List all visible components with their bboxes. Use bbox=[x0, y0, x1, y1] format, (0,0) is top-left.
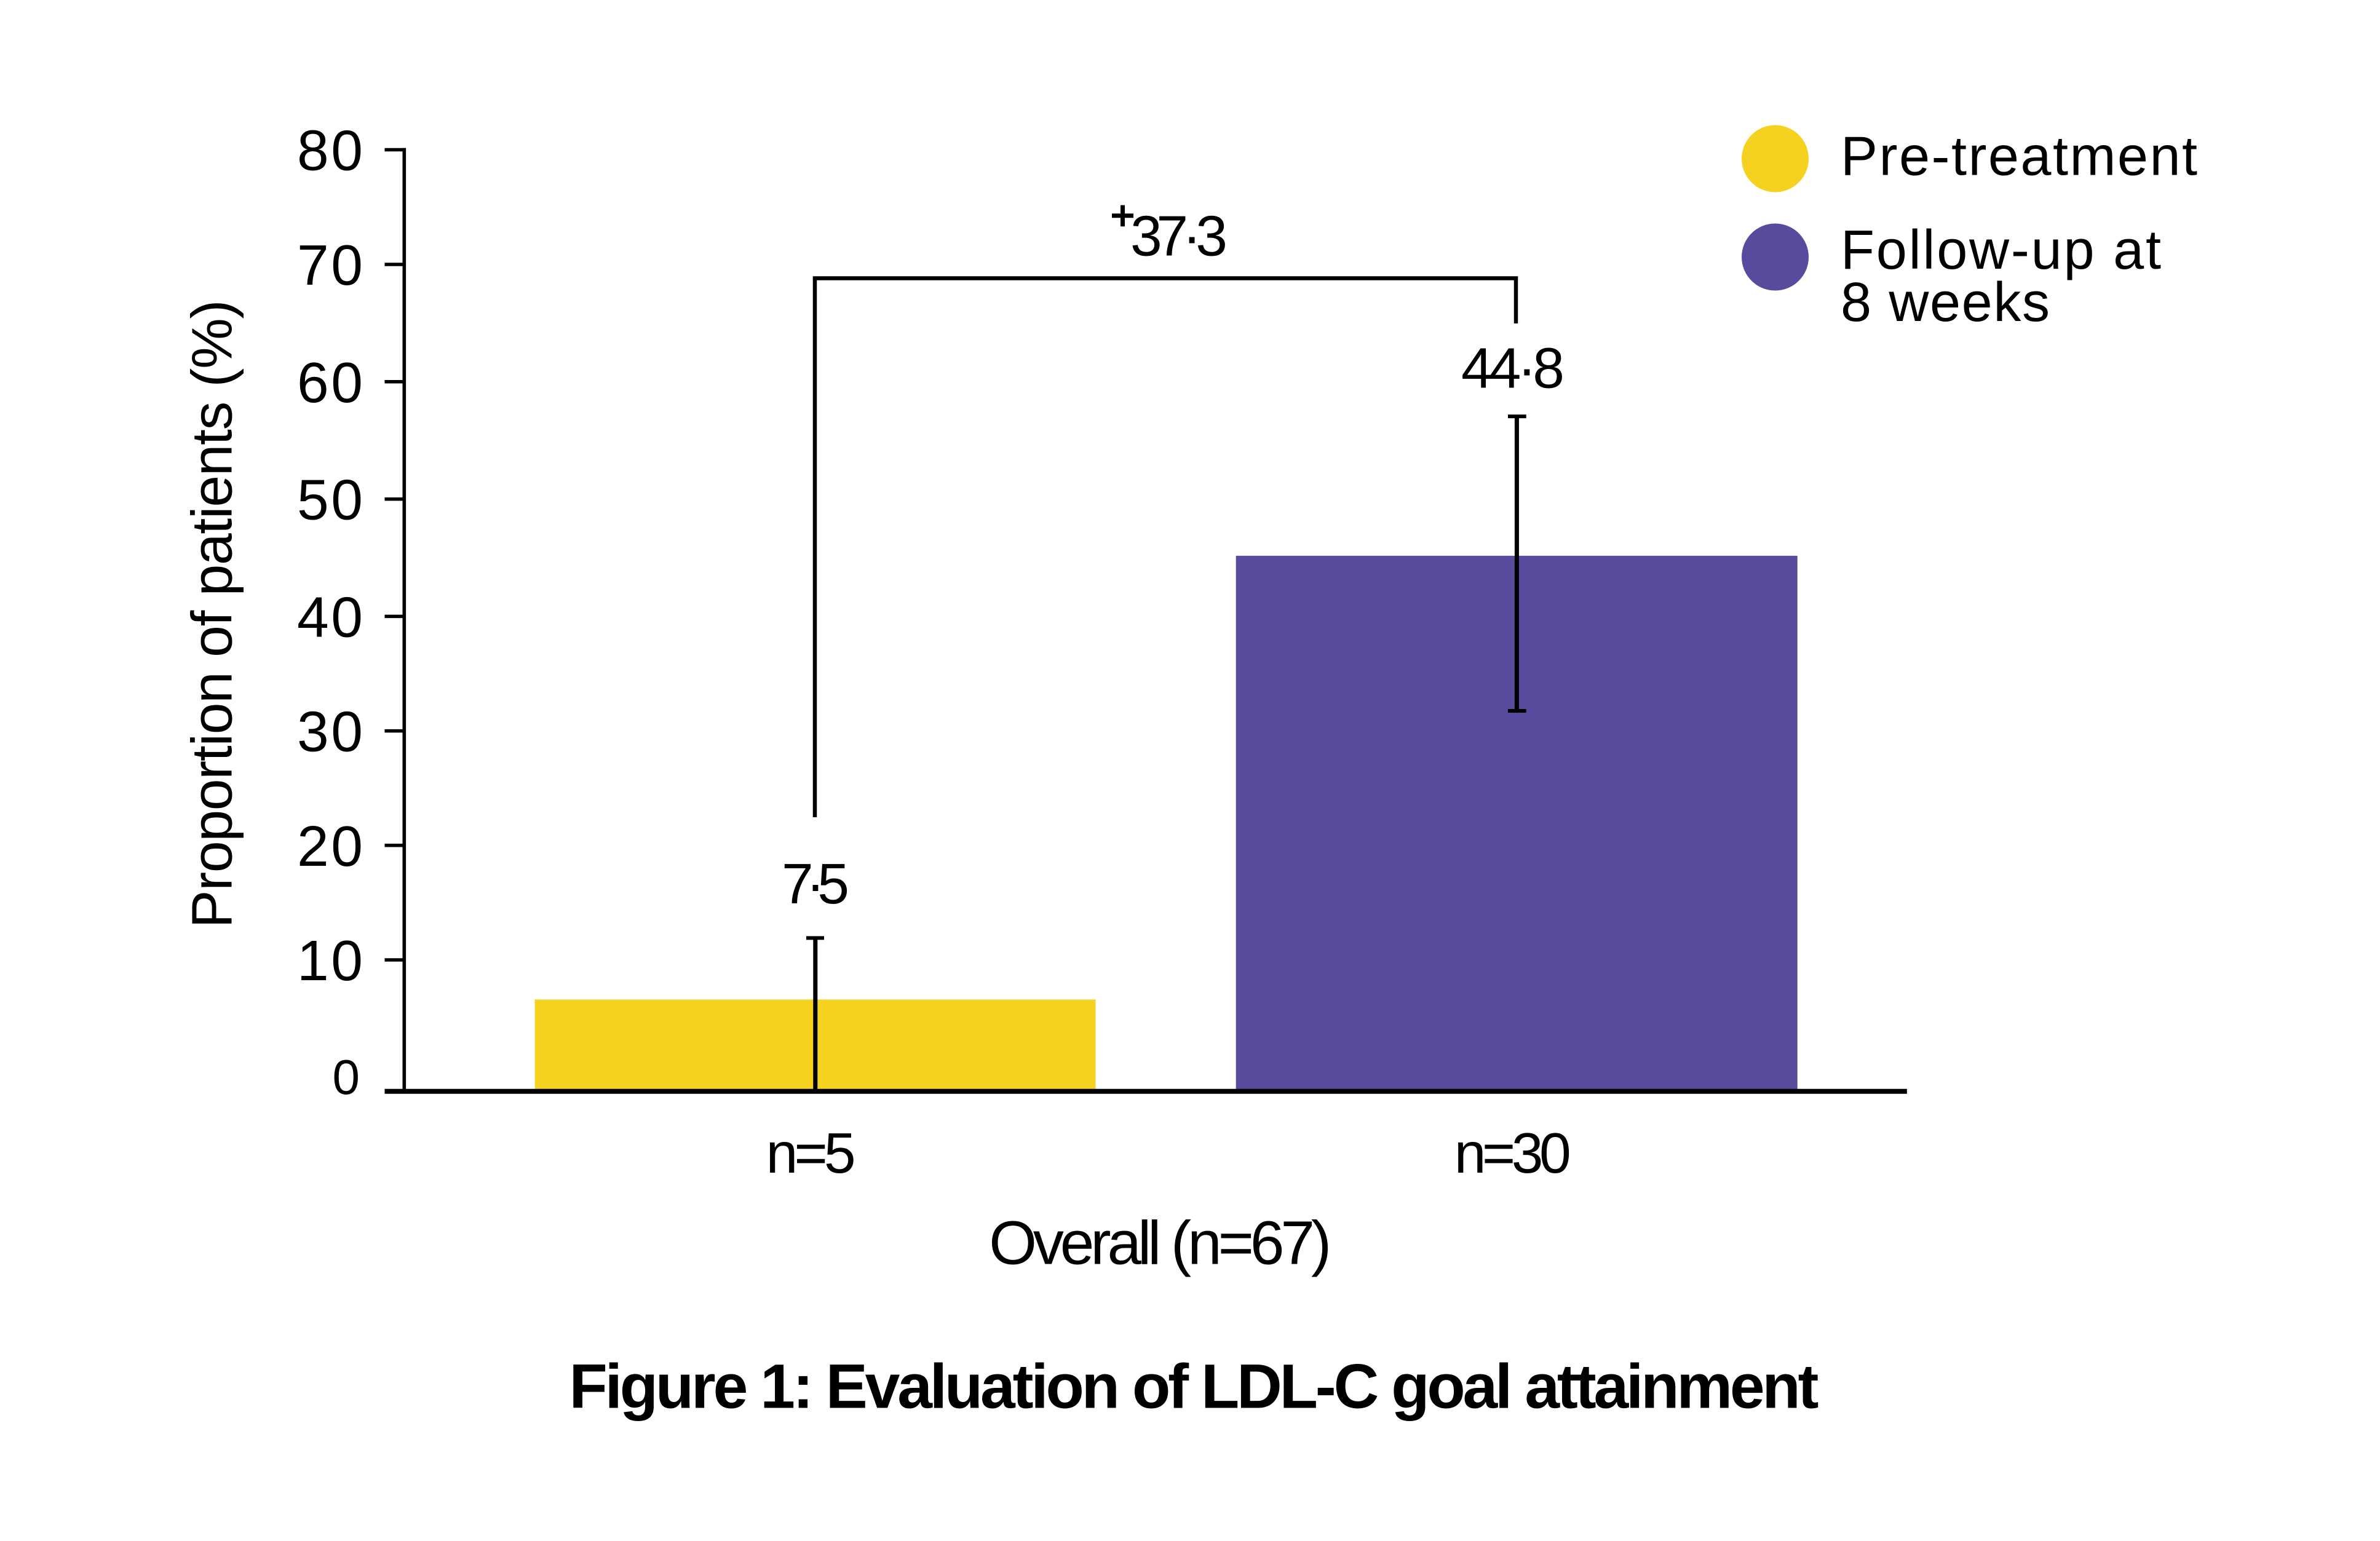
svg-text:Overall (n=67): Overall (n=67) bbox=[989, 1208, 1331, 1277]
svg-text:37·3: 37·3 bbox=[1130, 204, 1228, 268]
svg-text:0: 0 bbox=[333, 1050, 360, 1104]
svg-text:8 weeks: 8 weeks bbox=[1841, 272, 2050, 333]
svg-text:n=5: n=5 bbox=[766, 1121, 856, 1185]
svg-text:Figure 1: Evaluation of LDL-C: Figure 1: Evaluation of LDL-C goal attai… bbox=[569, 1352, 1819, 1422]
svg-text:44·8: 44·8 bbox=[1461, 336, 1565, 400]
svg-text:7·5: 7·5 bbox=[782, 852, 849, 916]
svg-text:Follow-up at: Follow-up at bbox=[1841, 220, 2161, 281]
svg-text:n=30: n=30 bbox=[1454, 1121, 1571, 1185]
svg-text:Proportion of patients (%): Proportion of patients (%) bbox=[180, 300, 244, 929]
